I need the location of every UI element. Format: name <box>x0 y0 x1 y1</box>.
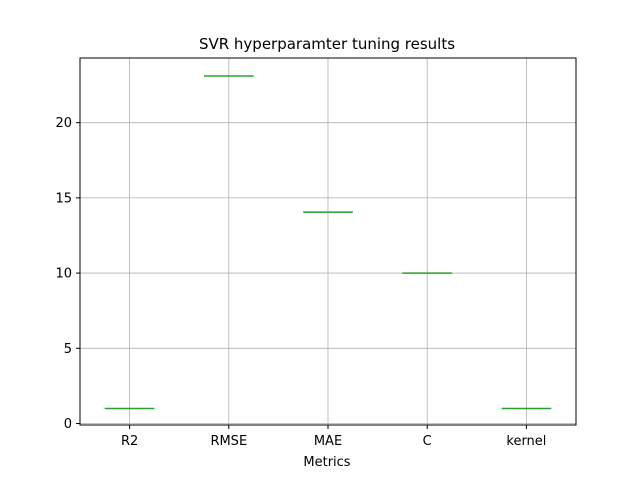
y-tick-label: 20 <box>55 116 72 131</box>
chart-title: SVR hyperparamter tuning results <box>199 35 455 53</box>
marks-layer <box>104 75 552 410</box>
x-tick-label: C <box>423 434 432 449</box>
grid-layer <box>80 58 576 425</box>
y-tick-label: 0 <box>64 417 72 432</box>
x-axis-label: Metrics <box>303 455 350 470</box>
x-tick-label: MAE <box>314 434 342 449</box>
x-tick-label: R2 <box>121 434 138 449</box>
x-tick-label: RMSE <box>210 434 247 449</box>
y-tick-label: 5 <box>64 342 72 357</box>
x-tick-label: kernel <box>506 434 546 449</box>
y-tick-label: 15 <box>55 191 72 206</box>
y-tick-label: 10 <box>55 267 72 282</box>
